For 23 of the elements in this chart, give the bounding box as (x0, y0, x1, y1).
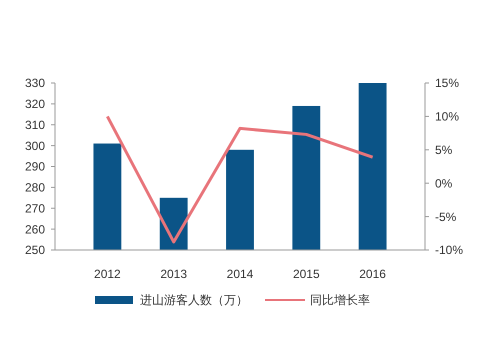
y-tick-label: 300 (24, 138, 46, 153)
x-tick-label: 2016 (359, 267, 386, 281)
x-tick-label: 2015 (292, 267, 320, 281)
y-tick-label: 250 (24, 243, 46, 258)
y2-tick-label: 0% (435, 176, 453, 190)
y-tick-label: 330 (24, 76, 46, 90)
y-tick-label: 270 (24, 201, 46, 216)
x-tick-label: 2013 (160, 267, 188, 281)
x-tick-label: 2014 (226, 267, 254, 281)
y-tick-label: 310 (24, 118, 46, 132)
x-tick-label: 2012 (94, 267, 122, 281)
y2-tick-label: 15% (435, 76, 460, 90)
y2-tick-label: -5% (435, 210, 457, 224)
y2-tick-label: 10% (435, 110, 460, 124)
y-tick-label: 320 (24, 97, 46, 112)
y2-tick-label: -10% (435, 243, 464, 258)
line-series (106, 114, 374, 244)
y-tick-label: 290 (24, 160, 46, 174)
y-tick-label: 280 (24, 180, 46, 195)
legend-label: 同比增长率 (310, 293, 370, 308)
y-tick-label: 260 (24, 222, 46, 236)
y2-tick-label: 5% (435, 143, 453, 157)
legend-label: 进山游客人数（万） (140, 293, 248, 308)
